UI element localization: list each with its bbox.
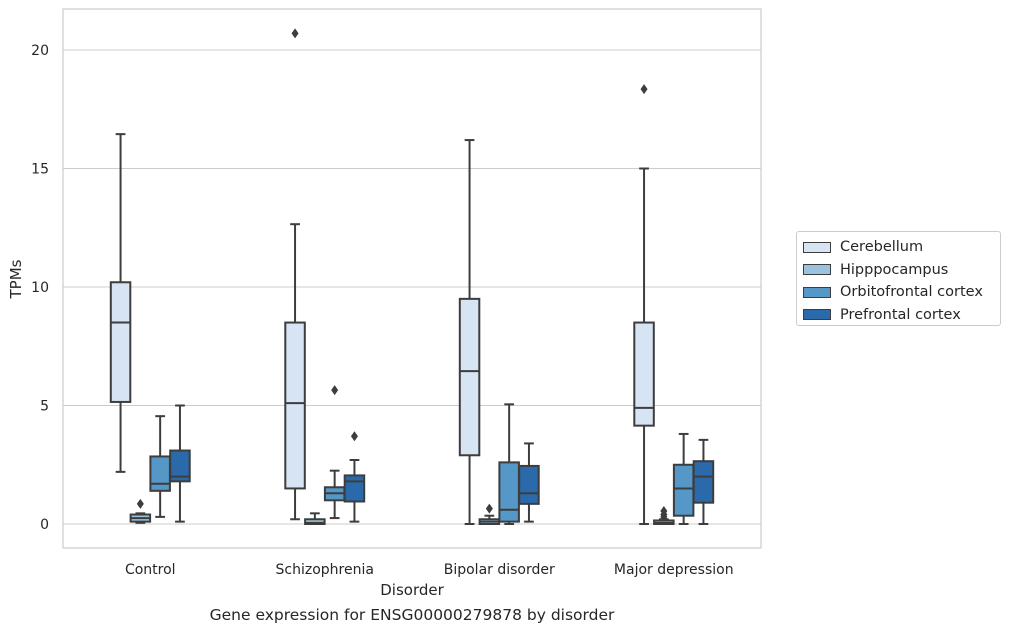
box-iqr: [149, 455, 171, 492]
legend-swatch: [803, 309, 831, 321]
box-orbitofrontal-cortex: [672, 432, 695, 525]
x-tick-label: Control: [125, 562, 176, 578]
legend: Cerebellum Hipppocampus Orbitofrontal cort…: [796, 231, 1001, 326]
legend-item: Orbitofrontal cortex: [803, 281, 1000, 304]
legend-swatch: [803, 264, 831, 276]
legend-label: Prefrontal cortex: [840, 306, 961, 323]
outlier-point: [331, 385, 339, 396]
box-iqr: [692, 460, 715, 504]
y-tick-labels: 0 5 10 15 20: [31, 43, 49, 533]
box-hipppocampus: [304, 512, 326, 526]
box-iqr: [169, 449, 191, 483]
y-tick-label: 0: [40, 517, 49, 533]
x-tick-label: Schizophrenia: [276, 562, 374, 578]
legend-item: Hipppocampus: [803, 259, 1000, 282]
box-prefrontal-cortex: [692, 438, 715, 525]
box-orbitofrontal-cortex: [498, 403, 520, 525]
y-tick-label: 15: [31, 162, 49, 178]
box-hipppocampus: [478, 503, 501, 526]
legend-item: Cerebellum: [803, 236, 1000, 259]
x-tick-labels: Control Schizophrenia Bipolar disorder Majo…: [125, 562, 734, 578]
legend-item: Prefrontal cortex: [803, 304, 1000, 327]
legend-label: Hipppocampus: [840, 261, 949, 278]
box-iqr: [633, 321, 655, 427]
box-hipppocampus: [653, 505, 675, 526]
box-iqr: [343, 474, 366, 503]
box-iqr: [498, 461, 520, 523]
box-cerebellum: [458, 139, 481, 525]
box-orbitofrontal-cortex: [149, 415, 171, 518]
outlier-point: [350, 431, 358, 442]
box-iqr: [304, 518, 326, 526]
plot-frame: [62, 8, 762, 549]
y-tick-label: 10: [31, 280, 49, 296]
box-orbitofrontal-cortex: [323, 385, 346, 520]
box-iqr: [284, 321, 306, 490]
box-iqr: [109, 281, 132, 403]
outlier-point: [485, 503, 493, 514]
outlier-point: [640, 84, 648, 95]
grid-lines: [63, 49, 761, 525]
box-cerebellum: [633, 84, 655, 525]
box-iqr: [672, 463, 695, 517]
legend-label: Orbitofrontal cortex: [840, 284, 983, 301]
box-marks: [109, 28, 715, 526]
y-tick-label: 5: [40, 399, 49, 415]
chart-caption: Gene expression for ENSG00000279878 by d…: [209, 606, 615, 624]
legend-swatch: [803, 241, 831, 253]
box-cerebellum: [284, 28, 306, 521]
y-axis-title: TPMs: [7, 259, 25, 299]
legend-label: Cerebellum: [840, 239, 924, 256]
legend-swatch: [803, 286, 831, 298]
box-prefrontal-cortex: [518, 442, 540, 523]
box-iqr: [518, 464, 540, 505]
outlier-point: [136, 498, 144, 509]
box-hipppocampus: [129, 498, 152, 524]
x-tick-label: Major depression: [614, 562, 734, 578]
x-axis-title: Disorder: [380, 581, 444, 599]
box-iqr: [458, 297, 481, 457]
box-cerebellum: [109, 133, 132, 473]
outlier-point: [660, 505, 668, 516]
box-prefrontal-cortex: [169, 404, 191, 523]
x-tick-label: Bipolar disorder: [444, 562, 555, 578]
box-prefrontal-cortex: [343, 431, 366, 523]
y-tick-label: 20: [31, 43, 49, 59]
outlier-point: [291, 28, 299, 39]
